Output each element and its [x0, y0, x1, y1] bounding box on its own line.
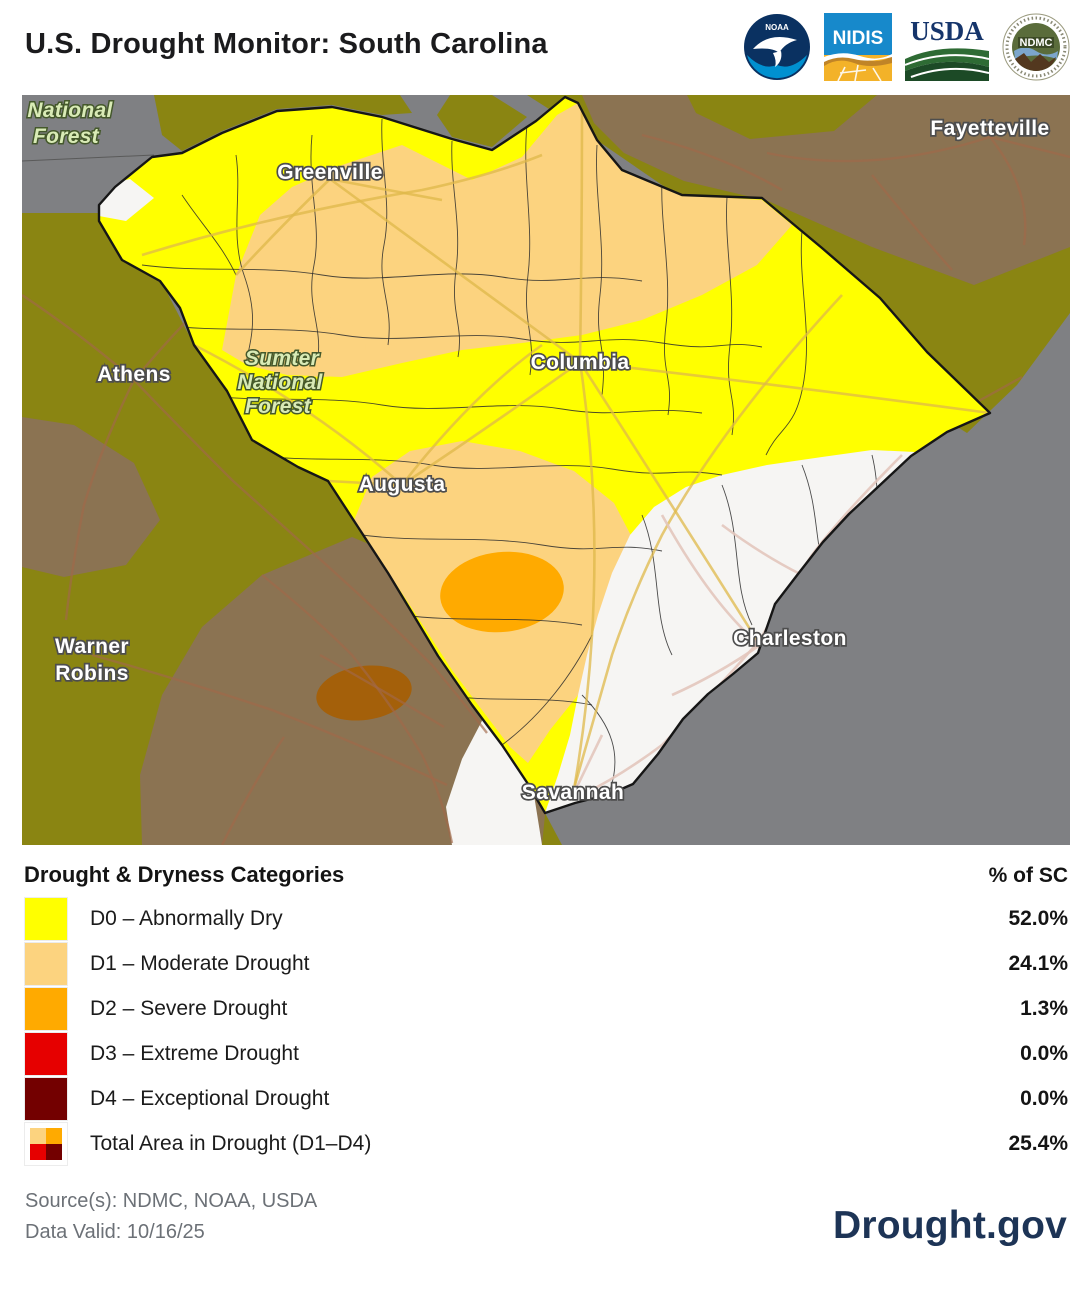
legend-label-d2: D2 – Severe Drought	[90, 996, 288, 1020]
region-ga-d0-top-notch	[437, 95, 527, 147]
map-label-columbia: Columbia	[531, 351, 630, 374]
legend-swatch-d1	[24, 941, 68, 986]
state-line-gray	[22, 154, 155, 162]
map-label-sumter-3: Forest	[245, 395, 312, 418]
region-nc-d0-wedge	[687, 95, 877, 139]
legend-label-d1: D1 – Moderate Drought	[90, 951, 310, 975]
legend: Drought & Dryness Categories % of SC D0 …	[24, 862, 1068, 1166]
roads-out-of-state	[22, 133, 1070, 845]
county-lines	[141, 118, 893, 791]
state-border	[97, 95, 992, 815]
legend-row-d0: D0 – Abnormally Dry 52.0%	[24, 896, 1068, 941]
legend-value-total: 25.4%	[1008, 1131, 1068, 1155]
footer-source: Source(s): NDMC, NOAA, USDA Data Valid: …	[25, 1186, 317, 1248]
legend-value-d2: 1.3%	[1020, 996, 1068, 1020]
map-label-sumter-2: National	[237, 371, 323, 394]
source-line: Source(s): NDMC, NOAA, USDA	[25, 1190, 318, 1212]
map-label-warner-robins-2: Robins	[55, 662, 129, 685]
map-label-augusta: Augusta	[359, 473, 446, 496]
state-d1-north-band	[222, 103, 792, 377]
legend-swatch-total	[24, 1121, 68, 1166]
region-ga-none-coastal	[446, 717, 542, 845]
usda-logo-icon: USDA	[905, 13, 989, 81]
roads-in-state	[141, 104, 990, 796]
map-label-warner-robins-1: Warner	[55, 635, 129, 658]
legend-value-d4: 0.0%	[1020, 1086, 1068, 1110]
ndmc-logo-icon: NDMC	[1002, 13, 1070, 81]
map-label-athens: Athens	[97, 363, 171, 386]
drought-gov-brand[interactable]: Drought.gov	[833, 1204, 1067, 1247]
legend-row-d3: D3 – Extreme Drought 0.0%	[24, 1031, 1068, 1076]
legend-swatch-d4	[24, 1076, 68, 1121]
noaa-logo-icon: NOAA	[744, 14, 810, 80]
legend-swatch-d3	[24, 1031, 68, 1076]
map-label-national-forest-2: Forest	[33, 125, 100, 148]
page-title: U.S. Drought Monitor: South Carolina	[25, 28, 548, 60]
map-label-fayetteville: Fayetteville	[930, 117, 1049, 140]
region-nc-d1-dim	[582, 95, 1070, 285]
map-labels: National Forest Sumter National Forest G…	[26, 98, 1051, 806]
state-d1-sumter-patch	[278, 317, 366, 377]
data-valid-line: Data Valid: 10/16/25	[25, 1221, 205, 1243]
legend-row-d2: D2 – Severe Drought 1.3%	[24, 986, 1068, 1031]
legend-header: Drought & Dryness Categories % of SC	[24, 862, 1068, 896]
legend-label-d0: D0 – Abnormally Dry	[90, 906, 283, 930]
map-label-sumter-1: Sumter	[245, 347, 321, 370]
map-label-greenville: Greenville	[277, 161, 383, 184]
quad-d2	[46, 1127, 62, 1144]
legend-label-total: Total Area in Drought (D1–D4)	[90, 1131, 372, 1155]
nidis-logo-icon: NIDIS	[824, 13, 892, 81]
legend-value-d3: 0.0%	[1020, 1041, 1068, 1065]
region-ga-d0-top-band	[154, 95, 412, 151]
map-label-savannah: Savannah	[522, 781, 624, 804]
legend-label-d3: D3 – Extreme Drought	[90, 1041, 299, 1065]
svg-text:USDA: USDA	[910, 16, 984, 46]
svg-text:NIDIS: NIDIS	[833, 28, 884, 49]
map-label-charleston: Charleston	[733, 627, 847, 650]
map-label-national-forest: National	[27, 99, 113, 122]
legend-value-d0: 52.0%	[1008, 906, 1068, 930]
legend-title: Drought & Dryness Categories	[24, 862, 345, 887]
region-ga-d2-dim	[316, 665, 412, 721]
agency-logos: NOAA NIDIS USDA NDMC	[743, 13, 1070, 81]
svg-text:NOAA: NOAA	[765, 23, 789, 32]
state-d2-blob	[440, 551, 564, 633]
drought-map: National Forest Sumter National Forest G…	[22, 95, 1070, 845]
legend-swatch-d0	[24, 896, 68, 941]
legend-row-d4: D4 – Exceptional Drought 0.0%	[24, 1076, 1068, 1121]
legend-value-d1: 24.1%	[1008, 951, 1068, 975]
legend-label-d4: D4 – Exceptional Drought	[90, 1086, 330, 1110]
quad-d4	[46, 1143, 62, 1160]
legend-swatch-d2	[24, 986, 68, 1031]
roads-coastal	[541, 454, 903, 813]
legend-row-total: Total Area in Drought (D1–D4) 25.4%	[24, 1121, 1068, 1166]
quad-d3	[30, 1143, 46, 1160]
legend-row-d1: D1 – Moderate Drought 24.1%	[24, 941, 1068, 986]
region-ga-d1-dim-west	[22, 417, 160, 577]
svg-text:NDMC: NDMC	[1020, 37, 1053, 49]
quad-d1	[30, 1127, 46, 1144]
legend-value-header: % of SC	[988, 864, 1068, 887]
